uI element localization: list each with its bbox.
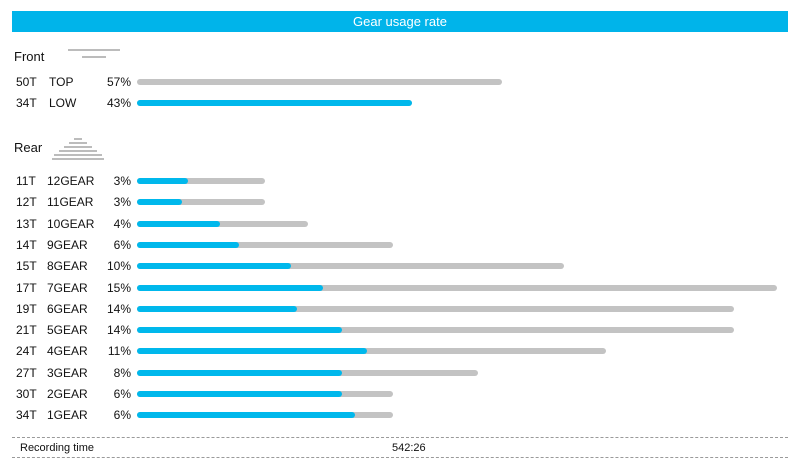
bar-track	[137, 79, 502, 85]
tooth-count-label: 11T	[16, 174, 36, 188]
gear-row: 34T 1GEAR 6%	[0, 405, 800, 426]
gear-name-label: 12GEAR	[47, 174, 95, 188]
gear-name-label: 11GEAR	[47, 195, 94, 210]
gear-name-label: 5GEAR	[47, 323, 88, 338]
gear-name-label: 3GEAR	[47, 365, 88, 380]
tooth-count-label: 30T	[16, 387, 37, 401]
gear-name-label: LOW	[49, 96, 77, 110]
bar-fill	[137, 199, 182, 206]
rear-cassette-icon	[52, 138, 104, 162]
gear-row: 21T 5GEAR 14%	[0, 320, 800, 341]
bar-track	[137, 241, 393, 248]
percent-label: 43%	[106, 96, 131, 110]
percent-label: 10%	[106, 259, 131, 274]
gear-row: 34T LOW 43%	[0, 93, 800, 114]
percent-label: 8%	[113, 365, 131, 380]
bar-fill	[137, 348, 367, 355]
bar-fill	[137, 220, 220, 227]
gear-name-label: 8GEAR	[47, 259, 88, 274]
bar-fill	[137, 263, 291, 270]
percent-label: 11%	[107, 344, 131, 359]
percent-label: 4%	[113, 216, 131, 231]
gear-row: 15T 8GEAR 10%	[0, 256, 800, 277]
tooth-count-label: 34T	[16, 408, 37, 423]
bar-track	[137, 348, 606, 355]
percent-label: 6%	[113, 408, 131, 423]
front-section-label: Front	[14, 49, 45, 64]
percent-label: 57%	[106, 75, 131, 89]
tooth-count-label: 12T	[16, 195, 37, 210]
percent-label: 14%	[106, 301, 131, 316]
bar-fill	[137, 284, 323, 291]
tooth-count-label: 34T	[16, 96, 37, 110]
gear-row: 14T 9GEAR 6%	[0, 235, 800, 256]
gear-row: 19T 6GEAR 14%	[0, 299, 800, 320]
gear-name-label: 2GEAR	[47, 387, 88, 401]
bar-fill	[137, 100, 412, 106]
rear-section-label: Rear	[14, 140, 43, 155]
front-chainring-icon	[68, 49, 122, 61]
tooth-count-label: 15T	[16, 259, 37, 274]
gear-name-label: 7GEAR	[47, 280, 88, 295]
chart-title: Gear usage rate	[12, 11, 788, 32]
percent-label: 6%	[113, 387, 131, 401]
bar-track	[137, 220, 308, 227]
percent-label: 15%	[106, 280, 131, 295]
bar-track	[137, 199, 265, 206]
bar-fill	[137, 412, 355, 419]
tooth-count-label: 14T	[16, 237, 37, 252]
gear-name-label: 9GEAR	[47, 237, 88, 252]
bar-fill	[137, 305, 297, 312]
gear-row: 17T 7GEAR 15%	[0, 278, 800, 299]
gear-name-label: 4GEAR	[47, 344, 88, 359]
gear-name-label: 10GEAR	[47, 216, 95, 231]
gear-row: 27T 3GEAR 8%	[0, 363, 800, 384]
gear-name-label: 6GEAR	[47, 301, 88, 316]
tooth-count-label: 27T	[16, 365, 37, 380]
percent-label: 14%	[106, 323, 131, 338]
recording-time-label: Recording time	[20, 442, 94, 454]
bar-fill	[137, 327, 342, 334]
tooth-count-label: 13T	[16, 216, 37, 231]
tooth-count-label: 17T	[16, 280, 37, 295]
percent-label: 3%	[113, 195, 131, 210]
gear-row: 30T 2GEAR 6%	[0, 384, 800, 405]
recording-time-value: 542:26	[392, 442, 426, 454]
percent-label: 3%	[113, 174, 131, 188]
bar-fill	[137, 241, 239, 248]
bar-fill	[137, 391, 342, 397]
gear-row: 24T 4GEAR 11%	[0, 341, 800, 362]
gear-row: 13T 10GEAR 4%	[0, 214, 800, 235]
bar-track	[137, 263, 564, 270]
bar-track	[137, 178, 265, 184]
gear-row: 50T TOP 57%	[0, 72, 800, 93]
tooth-count-label: 24T	[16, 344, 37, 359]
recording-time-row: Recording time 542:26	[12, 437, 788, 458]
gear-row: 11T 12GEAR 3%	[0, 171, 800, 192]
tooth-count-label: 50T	[16, 75, 37, 89]
bar-track	[137, 284, 777, 291]
bar-track	[137, 327, 734, 334]
percent-label: 6%	[113, 237, 131, 252]
gear-row: 12T 11GEAR 3%	[0, 192, 800, 213]
tooth-count-label: 21T	[16, 323, 37, 338]
gear-name-label: 1GEAR	[47, 408, 88, 423]
bar-fill	[137, 178, 188, 184]
bar-track	[137, 305, 734, 312]
tooth-count-label: 19T	[16, 301, 37, 316]
bar-fill	[137, 369, 342, 376]
gear-name-label: TOP	[49, 75, 74, 89]
